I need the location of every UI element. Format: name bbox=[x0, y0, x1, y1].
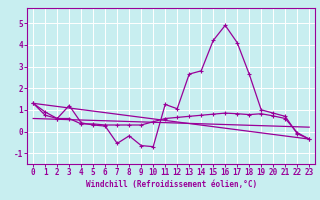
X-axis label: Windchill (Refroidissement éolien,°C): Windchill (Refroidissement éolien,°C) bbox=[86, 180, 257, 189]
